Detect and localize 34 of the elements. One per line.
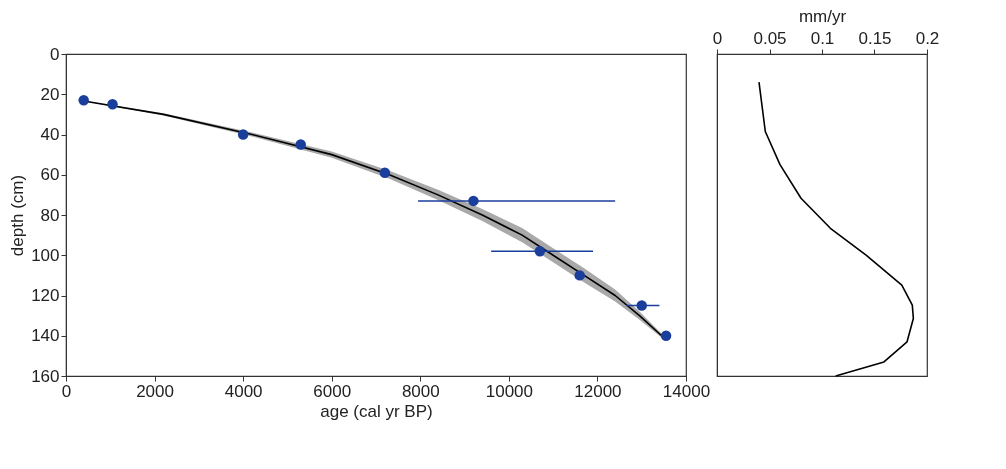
x-axis-title: mm/yr <box>798 6 847 26</box>
x-tick-label: 0.2 <box>915 28 940 48</box>
y-tick-label: 80 <box>40 205 60 225</box>
x-tick-label: 14000 <box>662 381 711 401</box>
point <box>574 270 585 281</box>
x-tick-label: 0.1 <box>810 28 835 48</box>
y-tick-label: 20 <box>40 84 60 104</box>
y-tick-label: 160 <box>31 366 60 386</box>
x-axis-title: age (cal yr BP) <box>320 401 433 421</box>
point <box>107 99 118 110</box>
x-tick-label: 8000 <box>401 381 440 401</box>
y-axis-title: depth (cm) <box>8 174 28 257</box>
point <box>78 95 89 106</box>
point <box>468 195 479 207</box>
x-tick-label: 10000 <box>485 381 533 401</box>
y-tick-label: 140 <box>31 326 60 346</box>
point <box>379 167 391 178</box>
x-tick-label: 0.05 <box>753 28 787 48</box>
point <box>295 139 306 150</box>
point <box>660 330 672 341</box>
y-tick-label: 60 <box>40 165 60 185</box>
x-tick-label: 0 <box>712 28 723 48</box>
y-tick-label: 120 <box>31 286 60 305</box>
x-tick-label: 4000 <box>224 381 263 401</box>
x-tick-label: 0.15 <box>858 28 892 48</box>
point <box>237 129 249 140</box>
y-tick-label: 100 <box>31 245 60 265</box>
x-tick-label: 12000 <box>574 381 622 401</box>
x-tick-label: 6000 <box>313 381 352 401</box>
y-tick-label: 40 <box>40 125 60 144</box>
y-tick-label: 0 <box>50 44 60 64</box>
x-tick-label: 2000 <box>136 381 174 401</box>
point <box>636 300 647 311</box>
point <box>534 245 546 257</box>
